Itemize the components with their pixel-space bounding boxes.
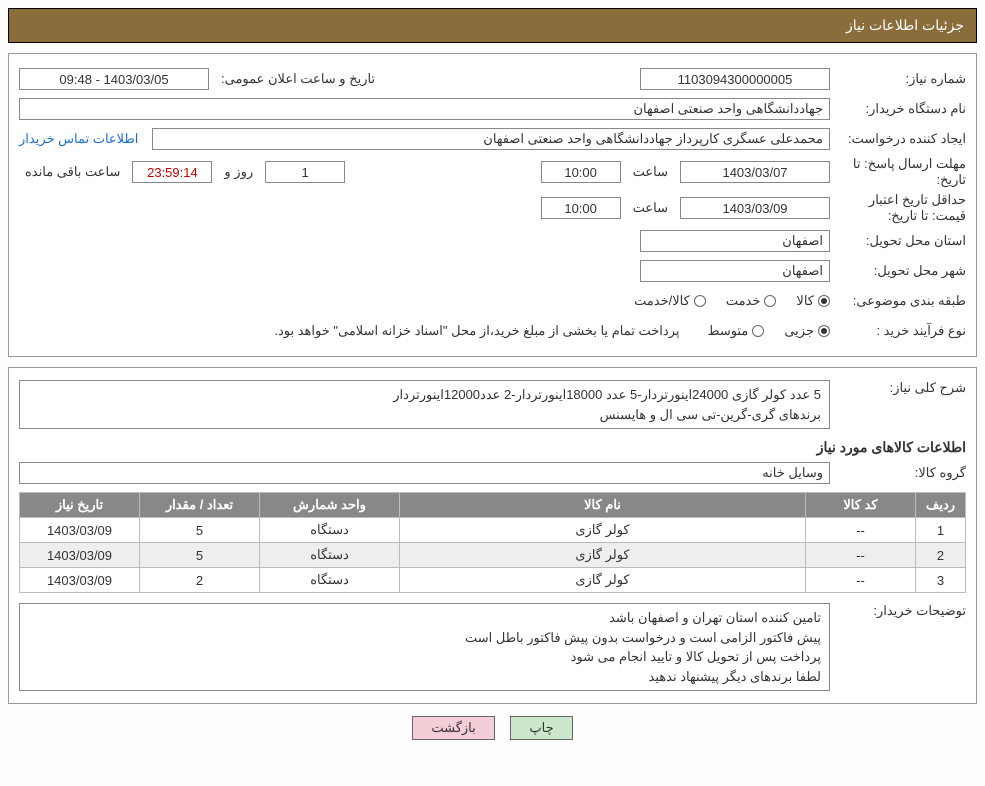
th-name: نام کالا — [400, 493, 806, 518]
need-summary-l2: برندهای گری-گرین-تی سی ال و هایسنس — [28, 405, 821, 425]
page-header: جزئیات اطلاعات نیاز — [8, 8, 977, 43]
deadline-time: 10:00 — [541, 161, 621, 183]
th-unit: واحد شمارش — [260, 493, 400, 518]
main-details: شماره نیاز: 1103094300000005 تاریخ و ساع… — [8, 53, 977, 357]
need-number-value: 1103094300000005 — [640, 68, 830, 90]
price-validity-time-label: ساعت — [633, 200, 668, 216]
need-summary-label: شرح کلی نیاز: — [836, 380, 966, 396]
price-validity-date: 1403/03/09 — [680, 197, 830, 219]
radio-icon — [764, 295, 776, 307]
deadline-label: مهلت ارسال پاسخ: تا تاریخ: — [836, 156, 966, 188]
deadline-time-label: ساعت — [633, 164, 668, 180]
items-table: ردیف کد کالا نام کالا واحد شمارش تعداد /… — [19, 492, 966, 593]
buyer-notes-label: توضیحات خریدار: — [836, 603, 966, 619]
goods-group-value: وسایل خانه — [19, 462, 830, 484]
goods-group-label: گروه کالا: — [836, 465, 966, 481]
ptype-partial[interactable]: جزیی — [784, 323, 830, 339]
table-header-row: ردیف کد کالا نام کالا واحد شمارش تعداد /… — [20, 493, 966, 518]
items-section-title: اطلاعات کالاهای مورد نیاز — [19, 439, 966, 456]
table-row: 2 -- کولر گازی دستگاه 5 1403/03/09 — [20, 543, 966, 568]
table-row: 3 -- کولر گازی دستگاه 2 1403/03/09 — [20, 568, 966, 593]
need-summary-box: 5 عدد کولر گازی 24000اینورتردار-5 عدد 18… — [19, 380, 830, 429]
province-value: اصفهان — [640, 230, 830, 252]
city-value: اصفهان — [640, 260, 830, 282]
buyer-note-l1: تامین کننده استان تهران و اصفهان باشد — [28, 608, 821, 628]
ptype-medium[interactable]: متوسط — [707, 323, 764, 339]
buyer-contact-link[interactable]: اطلاعات تماس خریدار — [19, 131, 138, 147]
buyer-note-l2: پیش فاکتور الزامی است و درخواست بدون پیش… — [28, 628, 821, 648]
deadline-countdown: 23:59:14 — [132, 161, 212, 183]
print-button[interactable]: چاپ — [510, 716, 572, 740]
buyer-org-label: نام دستگاه خریدار: — [836, 101, 966, 117]
th-date: تاریخ نیاز — [20, 493, 140, 518]
page-title: جزئیات اطلاعات نیاز — [846, 17, 964, 33]
announce-value: 1403/03/05 - 09:48 — [19, 68, 209, 90]
button-row: چاپ بازگشت — [8, 716, 977, 740]
need-details: شرح کلی نیاز: 5 عدد کولر گازی 24000اینور… — [8, 367, 977, 704]
buyer-notes-box: تامین کننده استان تهران و اصفهان باشد پی… — [19, 603, 830, 691]
classification-label: طبقه بندی موضوعی: — [836, 293, 966, 309]
buyer-note-l3: پرداخت پس از تحویل کالا و تایید انجام می… — [28, 647, 821, 667]
price-validity-time: 10:00 — [541, 197, 621, 219]
radio-icon — [818, 325, 830, 337]
buyer-org-value: جهاددانشگاهی واحد صنعتی اصفهان — [19, 98, 830, 120]
deadline-remaining: ساعت باقی مانده — [25, 164, 120, 180]
need-summary-l1: 5 عدد کولر گازی 24000اینورتردار-5 عدد 18… — [28, 385, 821, 405]
requester-label: ایجاد کننده درخواست: — [836, 131, 966, 147]
class-goods-service[interactable]: کالا/خدمت — [634, 293, 706, 309]
table-row: 1 -- کولر گازی دستگاه 5 1403/03/09 — [20, 518, 966, 543]
deadline-days: 1 — [265, 161, 345, 183]
purchase-note: پرداخت تمام یا بخشی از مبلغ خرید،از محل … — [274, 323, 679, 339]
class-goods[interactable]: کالا — [796, 293, 830, 309]
need-number-label: شماره نیاز: — [836, 71, 966, 87]
requester-value: محمدعلی عسگری کارپرداز جهاددانشگاهی واحد… — [152, 128, 830, 150]
radio-icon — [818, 295, 830, 307]
th-row: ردیف — [916, 493, 966, 518]
city-label: شهر محل تحویل: — [836, 263, 966, 279]
back-button[interactable]: بازگشت — [412, 716, 494, 740]
price-validity-label: حداقل تاریخ اعتبار قیمت: تا تاریخ: — [836, 192, 966, 224]
th-qty: تعداد / مقدار — [140, 493, 260, 518]
th-code: کد کالا — [806, 493, 916, 518]
purchase-type-label: نوع فرآیند خرید : — [836, 323, 966, 339]
buyer-note-l4: لطفا برندهای دیگر پیشنهاد ندهید — [28, 667, 821, 687]
deadline-date: 1403/03/07 — [680, 161, 830, 183]
deadline-days-label: روز و — [224, 164, 253, 180]
radio-icon — [752, 325, 764, 337]
radio-icon — [694, 295, 706, 307]
announce-label: تاریخ و ساعت اعلان عمومی: — [221, 71, 375, 87]
class-service[interactable]: خدمت — [726, 293, 777, 309]
province-label: استان محل تحویل: — [836, 233, 966, 249]
